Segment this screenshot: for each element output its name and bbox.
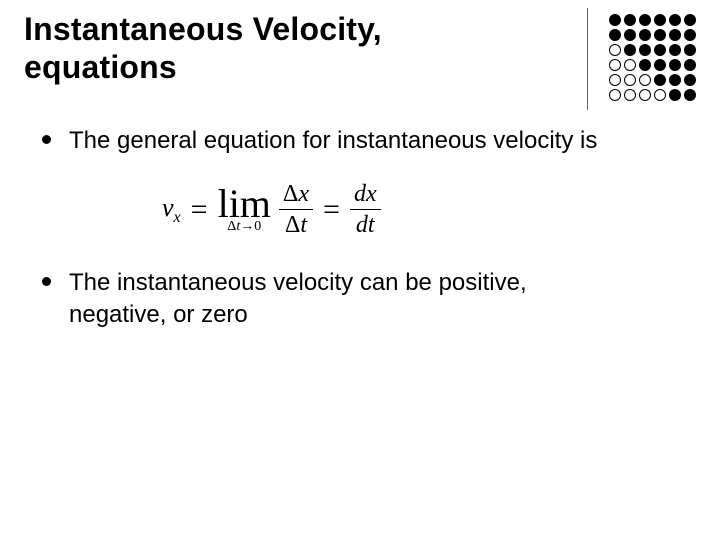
list-item: The instantaneous velocity can be positi… bbox=[42, 267, 696, 329]
decor-dot-icon bbox=[609, 44, 621, 56]
eq-lhs-var: v bbox=[162, 193, 174, 222]
decor-dot-icon bbox=[624, 59, 636, 71]
eq-lim-word: lim bbox=[218, 187, 271, 220]
bullet-icon bbox=[42, 135, 51, 144]
decor-dot-icon bbox=[609, 89, 621, 101]
eq-frac2-num: dx bbox=[350, 182, 381, 206]
bullet-icon bbox=[42, 277, 51, 286]
decor-dot-icon bbox=[639, 14, 651, 26]
decor-dot-icon bbox=[669, 89, 681, 101]
decor-dot-icon bbox=[669, 14, 681, 26]
eq-frac-delta: Δx Δt bbox=[279, 182, 313, 238]
eq-lim: lim Δt→0 bbox=[218, 187, 271, 233]
decor-dot-icon bbox=[609, 29, 621, 41]
decor-dot-icon bbox=[654, 44, 666, 56]
decor-dot-icon bbox=[639, 74, 651, 86]
decor-dot-icon bbox=[624, 89, 636, 101]
list-item: The general equation for instantaneous v… bbox=[42, 125, 696, 156]
eq-lhs-sub: x bbox=[174, 209, 181, 226]
eq-equals-1: = bbox=[191, 193, 208, 227]
title-row: Instantaneous Velocity, equations bbox=[24, 10, 696, 87]
decor-dot-icon bbox=[684, 44, 696, 56]
bullet-list: The instantaneous velocity can be positi… bbox=[42, 267, 696, 329]
decor-dot-icon bbox=[654, 74, 666, 86]
slide-body: The general equation for instantaneous v… bbox=[24, 125, 696, 330]
decor-dot-icon bbox=[609, 59, 621, 71]
eq-frac-derivative: dx dt bbox=[350, 182, 381, 238]
eq-lim-sub: Δt→0 bbox=[227, 221, 261, 233]
decor-dot-icon bbox=[639, 29, 651, 41]
decor-dot-icon bbox=[624, 29, 636, 41]
eq-frac2-den: dt bbox=[352, 213, 379, 237]
fraction-bar-icon bbox=[279, 209, 313, 211]
fraction-bar-icon bbox=[350, 209, 381, 211]
decor-dot-icon bbox=[624, 14, 636, 26]
decor-dot-icon bbox=[639, 59, 651, 71]
decor-dot-icon bbox=[669, 44, 681, 56]
decor-dot-icon bbox=[654, 59, 666, 71]
decor-dot-icon bbox=[669, 74, 681, 86]
corner-dot-decor bbox=[609, 14, 696, 101]
decor-dot-icon bbox=[684, 89, 696, 101]
bullet-text: The instantaneous velocity can be positi… bbox=[69, 267, 629, 329]
vertical-rule bbox=[587, 8, 588, 110]
decor-dot-icon bbox=[609, 74, 621, 86]
decor-dot-icon bbox=[654, 89, 666, 101]
decor-dot-icon bbox=[654, 14, 666, 26]
decor-dot-icon bbox=[684, 29, 696, 41]
bullet-text: The general equation for instantaneous v… bbox=[69, 125, 597, 156]
decor-dot-icon bbox=[669, 29, 681, 41]
decor-dot-icon bbox=[684, 14, 696, 26]
eq-frac1-den: Δt bbox=[281, 213, 311, 237]
decor-dot-icon bbox=[654, 29, 666, 41]
decor-dot-icon bbox=[609, 14, 621, 26]
decor-dot-icon bbox=[624, 44, 636, 56]
decor-dot-icon bbox=[669, 59, 681, 71]
decor-dot-icon bbox=[624, 74, 636, 86]
eq-frac1-num: Δx bbox=[279, 182, 313, 206]
eq-lhs: vx bbox=[162, 193, 181, 227]
bullet-list: The general equation for instantaneous v… bbox=[42, 125, 696, 156]
equation: vx = lim Δt→0 Δx Δt = dx bbox=[162, 203, 381, 220]
decor-dot-icon bbox=[684, 59, 696, 71]
decor-dot-icon bbox=[639, 89, 651, 101]
decor-dot-icon bbox=[684, 74, 696, 86]
equation-block: vx = lim Δt→0 Δx Δt = dx bbox=[162, 182, 696, 238]
slide-title: Instantaneous Velocity, equations bbox=[24, 10, 484, 87]
slide: Instantaneous Velocity, equations The ge… bbox=[0, 0, 720, 540]
eq-equals-2: = bbox=[323, 193, 340, 227]
decor-dot-icon bbox=[639, 44, 651, 56]
